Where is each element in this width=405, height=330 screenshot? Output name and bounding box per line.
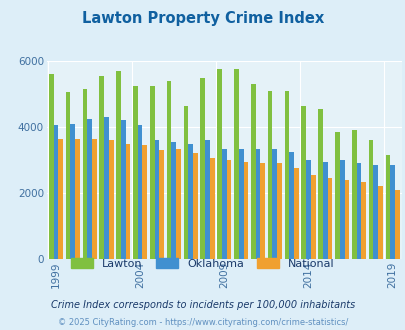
Bar (66, 92, 70, 259)
Bar (327, 178, 332, 259)
Bar (116, 71, 121, 259)
Bar (53, 125, 58, 259)
Bar (293, 168, 298, 259)
Bar (305, 160, 310, 259)
Bar (272, 148, 277, 259)
Bar (87, 119, 92, 259)
Bar (234, 69, 238, 259)
Bar (255, 148, 260, 259)
Bar (92, 139, 96, 259)
Bar (250, 84, 255, 259)
Bar (360, 182, 365, 259)
Bar (99, 76, 104, 259)
Bar (192, 153, 197, 259)
Bar (243, 162, 247, 259)
Bar (394, 190, 399, 259)
Bar (222, 148, 226, 259)
Text: Lawton Property Crime Index: Lawton Property Crime Index (82, 11, 323, 26)
Bar (104, 117, 109, 259)
Bar (385, 155, 389, 259)
Bar (171, 142, 176, 259)
Bar (260, 163, 264, 259)
Bar (142, 145, 147, 259)
Bar (209, 158, 214, 259)
Bar (284, 91, 289, 259)
Bar (322, 162, 327, 259)
Bar (49, 74, 53, 259)
Text: Crime Index corresponds to incidents per 100,000 inhabitants: Crime Index corresponds to incidents per… (51, 300, 354, 310)
Bar (125, 144, 130, 259)
Bar (389, 165, 394, 259)
Bar (226, 160, 231, 259)
Bar (58, 139, 63, 259)
Bar (301, 106, 305, 259)
Bar (339, 160, 344, 259)
Bar (82, 89, 87, 259)
Bar (200, 78, 205, 259)
Bar (351, 130, 356, 259)
Bar (121, 120, 125, 259)
Bar (289, 152, 293, 259)
Legend: Lawton, Oklahoma, National: Lawton, Oklahoma, National (66, 253, 339, 273)
Bar (277, 163, 281, 259)
Bar (154, 140, 159, 259)
Bar (267, 91, 272, 259)
Bar (70, 124, 75, 259)
Bar (344, 180, 348, 259)
Bar (356, 163, 360, 259)
Bar (238, 148, 243, 259)
Bar (149, 86, 154, 259)
Bar (310, 175, 315, 259)
Bar (137, 125, 142, 259)
Text: © 2025 CityRating.com - https://www.cityrating.com/crime-statistics/: © 2025 CityRating.com - https://www.city… (58, 318, 347, 327)
Bar (133, 86, 137, 259)
Bar (334, 132, 339, 259)
Bar (318, 109, 322, 259)
Bar (368, 140, 373, 259)
Bar (183, 106, 188, 259)
Bar (188, 144, 192, 259)
Bar (75, 139, 80, 259)
Bar (109, 140, 113, 259)
Bar (176, 148, 181, 259)
Bar (373, 165, 377, 259)
Bar (159, 150, 164, 259)
Bar (166, 81, 171, 259)
Bar (217, 69, 222, 259)
Bar (205, 140, 209, 259)
Bar (377, 186, 382, 259)
